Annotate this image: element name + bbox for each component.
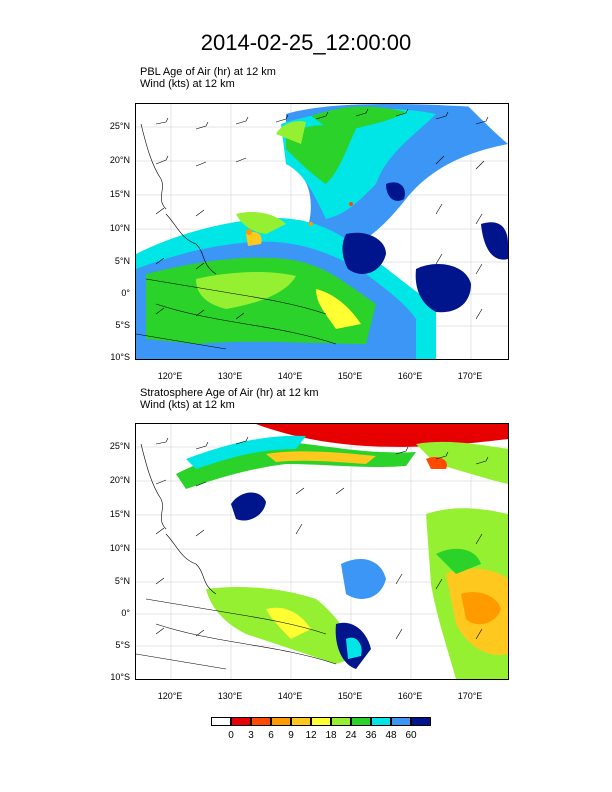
p1-lat-label: 0° — [121, 288, 130, 298]
p1-lon-label: 130°E — [217, 371, 243, 381]
colorbar-label: 0 — [228, 730, 234, 741]
p2-lat-label: 5°S — [115, 640, 130, 650]
colorbar-swatch — [271, 717, 291, 726]
p2-lon-label: 140°E — [277, 691, 303, 701]
p1-lon-label: 150°E — [337, 371, 363, 381]
stratosphere-age-map — [135, 423, 509, 680]
p2-lon-label: 120°E — [157, 691, 183, 701]
p2-lon-label: 160°E — [397, 691, 423, 701]
colorbar-label: 24 — [345, 730, 357, 741]
colorbar-swatch — [231, 717, 251, 726]
colorbar-swatch — [391, 717, 411, 726]
plot-title: 2014-02-25_12:00:00 — [200, 30, 412, 55]
colorbar-label: 9 — [288, 730, 294, 741]
p1-lon-label: 140°E — [277, 371, 303, 381]
pbl-age-map — [135, 103, 509, 360]
panel2-subtitle-2: Wind (kts) at 12 km — [140, 399, 235, 411]
p1-lat-label: 10°N — [109, 223, 130, 233]
panel1-subtitle-2: Wind (kts) at 12 km — [140, 78, 235, 90]
colorbar-label: 18 — [325, 730, 337, 741]
p2-lat-label: 0° — [121, 608, 130, 618]
p2-lon-label: 150°E — [337, 691, 363, 701]
p1-lat-label: 10°S — [110, 352, 130, 362]
p1-lat-label: 25°N — [109, 121, 130, 131]
colorbar-label: 48 — [385, 730, 397, 741]
p1-lat-label: 5°N — [114, 256, 130, 266]
colorbar-label: 36 — [365, 730, 377, 741]
colorbar-swatch — [371, 717, 391, 726]
p2-lat-label: 15°N — [109, 509, 130, 519]
p2-lat-label: 25°N — [109, 441, 130, 451]
colorbar-label: 6 — [268, 730, 274, 741]
colorbar-swatch — [291, 717, 311, 726]
colorbar-label: 12 — [305, 730, 317, 741]
colorbar-swatch — [331, 717, 351, 726]
p1-lon-label: 160°E — [397, 371, 423, 381]
p2-lon-label: 130°E — [217, 691, 243, 701]
panel2-subtitle-1: Stratosphere Age of Air (hr) at 12 km — [140, 387, 319, 399]
colorbar-swatch — [351, 717, 371, 726]
p1-lon-label: 120°E — [157, 371, 183, 381]
p2-lat-label: 5°N — [114, 576, 130, 586]
panel1-subtitle-1: PBL Age of Air (hr) at 12 km — [140, 66, 276, 78]
colorbar-label: 3 — [248, 730, 254, 741]
colorbar-swatch — [311, 717, 331, 726]
colorbar-swatch — [251, 717, 271, 726]
p1-lat-label: 15°N — [109, 189, 130, 199]
p2-lon-label: 170°E — [457, 691, 483, 701]
p1-lon-label: 170°E — [457, 371, 483, 381]
p1-lat-label: 20°N — [109, 155, 130, 165]
stratosphere-age-map-graphic — [136, 424, 508, 679]
colorbar-label: 60 — [405, 730, 417, 741]
p2-lat-label: 10°N — [109, 543, 130, 553]
colorbar-swatch — [411, 717, 431, 726]
colorbar-swatch — [211, 717, 231, 726]
p1-lat-label: 5°S — [115, 320, 130, 330]
p2-lat-label: 10°S — [110, 672, 130, 682]
pbl-age-map-graphic — [136, 104, 508, 359]
p2-lat-label: 20°N — [109, 475, 130, 485]
